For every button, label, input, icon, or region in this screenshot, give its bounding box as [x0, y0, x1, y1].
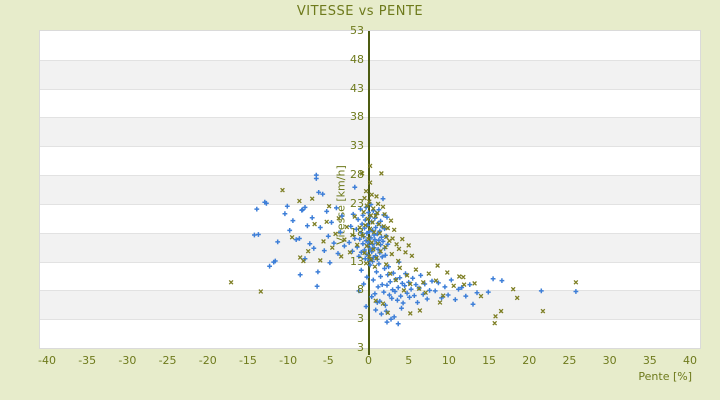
gridline — [40, 232, 700, 234]
x-tick-label: -25 — [158, 354, 177, 367]
y-tick-label: 8 — [357, 283, 364, 297]
x-tick-label: 40 — [683, 354, 697, 367]
y-tick-label: 38 — [350, 110, 364, 124]
x-tick-label: 35 — [642, 354, 657, 367]
plot-band — [40, 261, 700, 291]
gridline — [40, 290, 700, 292]
x-tick-label: -40 — [38, 354, 56, 367]
x-tick-label: -30 — [118, 354, 137, 367]
y-tick-label: 33 — [350, 139, 364, 153]
gridline — [40, 146, 700, 148]
x-tick-label: 5 — [405, 354, 413, 367]
x-tick-label: 10 — [441, 354, 456, 367]
plot-band — [40, 203, 700, 233]
x-axis-title: Pente [%] — [638, 370, 692, 383]
x-tick-label: -5 — [322, 354, 334, 367]
plot-band — [40, 31, 700, 60]
x-tick-label: 25 — [562, 354, 577, 367]
y-tick-label: 18 — [350, 225, 364, 239]
x-tick-label: 30 — [602, 354, 617, 367]
y-tick-label: 3 — [357, 341, 364, 354]
y-tick-label: 13 — [350, 254, 364, 268]
plot-band — [40, 88, 700, 118]
plot-band — [40, 319, 700, 348]
x-tick-label: 15 — [482, 354, 497, 367]
plot-band — [40, 175, 700, 204]
gridline — [40, 59, 700, 61]
zero-axis-line — [367, 31, 370, 355]
x-tick-label: -10 — [279, 354, 298, 367]
y-tick-label: 48 — [350, 52, 364, 66]
y-tick-label: 23 — [350, 196, 364, 210]
gridline — [40, 261, 700, 263]
plot-band — [40, 146, 700, 176]
plot-band — [40, 290, 700, 320]
gridline — [40, 117, 700, 119]
x-tick-label: -35 — [78, 354, 97, 367]
y-tick-label: 28 — [350, 168, 364, 182]
x-tick-label: -15 — [238, 354, 257, 367]
y-tick-label: 43 — [350, 81, 364, 95]
gridline — [40, 175, 700, 177]
y-tick-label: 53 — [350, 24, 364, 37]
gridline — [40, 319, 700, 321]
chart-title: VITESSE vs PENTE — [296, 4, 424, 19]
x-tick-label: -20 — [198, 354, 217, 367]
gridline — [40, 203, 700, 205]
plot-area — [40, 31, 700, 348]
plot-band — [40, 59, 700, 89]
gridline — [40, 88, 700, 90]
x-tick-label: 20 — [522, 354, 537, 367]
y-tick-label: 3 — [357, 312, 364, 326]
plot-band — [40, 232, 700, 262]
plot-band — [40, 117, 700, 147]
x-tick-label: 0 — [365, 354, 372, 367]
